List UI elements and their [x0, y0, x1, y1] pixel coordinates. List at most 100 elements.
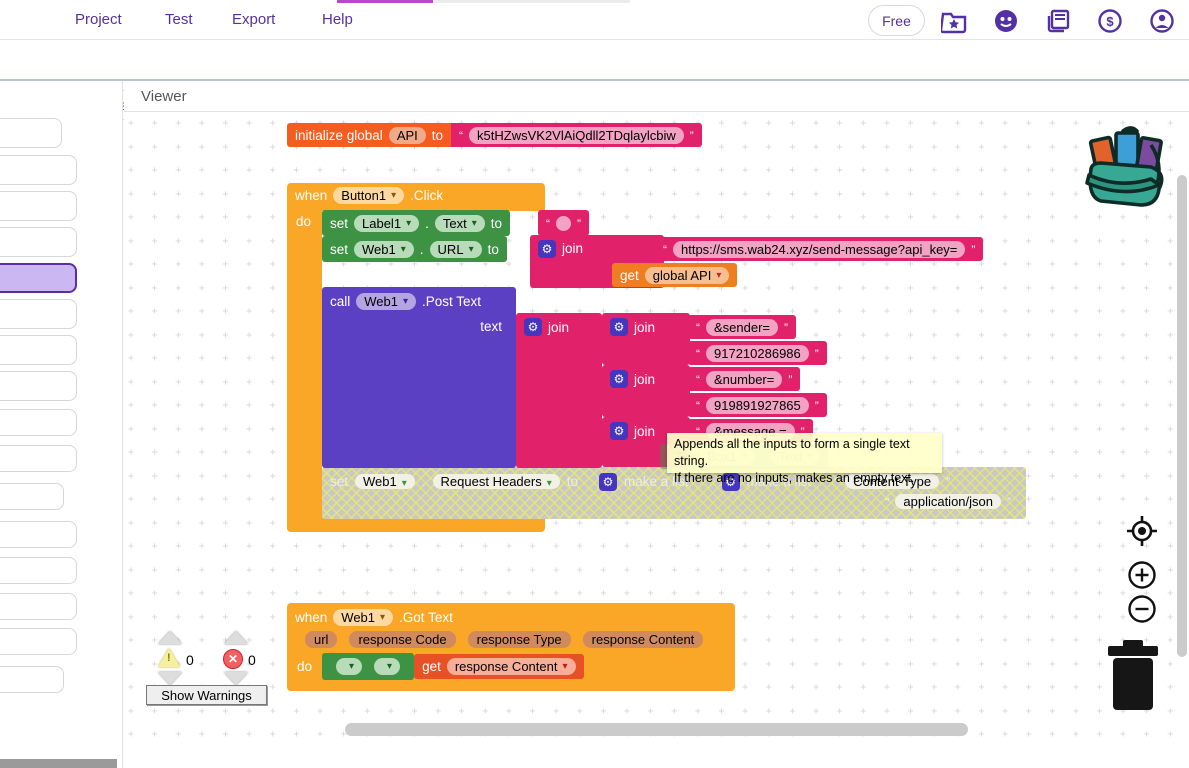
web1-dropdown[interactable]: Web1 [354, 240, 414, 258]
zoom-in-icon[interactable] [1127, 560, 1157, 590]
tooltip-line2: If there are no inputs, makes an empty t… [674, 471, 915, 485]
community-icon[interactable] [993, 8, 1019, 34]
web1-dropdown[interactable]: Web1 [356, 293, 417, 310]
palette-item[interactable] [0, 335, 77, 365]
block-call-web1-posttext[interactable]: call Web1 .Post Text text [322, 287, 516, 468]
palette-item[interactable] [0, 557, 77, 584]
block-set-web1-url[interactable]: set Web1 . URL to [322, 236, 507, 262]
mutator-gear-icon[interactable] [610, 370, 628, 388]
menu-help[interactable]: Help [322, 11, 353, 28]
show-warnings-button[interactable]: Show Warnings [146, 685, 267, 705]
zoom-out-icon[interactable] [1127, 594, 1157, 624]
make-a-list-label: make a list [746, 474, 812, 489]
block-empty-string[interactable] [538, 210, 589, 236]
canvas-vertical-scrollbar[interactable] [1177, 175, 1187, 657]
mutator-gear-icon[interactable] [610, 422, 628, 440]
palette-item-selected[interactable] [0, 263, 77, 293]
block-set-label1-text-2[interactable] [322, 653, 415, 680]
palette-item[interactable] [0, 191, 77, 221]
block-get-global-api[interactable]: get global API [612, 263, 738, 287]
mutator-gear-icon[interactable] [524, 318, 542, 336]
sender-val-text[interactable]: 917210286986 [706, 344, 809, 362]
block-join-sender[interactable]: join [602, 313, 690, 365]
block-url-string[interactable]: https://sms.wab24.xyz/send-message?api_k… [655, 237, 984, 261]
canvas-horizontal-scrollbar[interactable] [345, 723, 968, 736]
palette-item[interactable] [0, 299, 77, 329]
join-keyword: join [562, 241, 584, 256]
viewer-title: Viewer [141, 88, 187, 105]
api-key-text[interactable]: k5tHZwsVK2VlAiQdll2TDqlaylcbiw [469, 126, 684, 144]
block-string-number-val[interactable]: 919891927865 [688, 393, 827, 417]
error-scroll-down[interactable] [224, 672, 248, 685]
param-response-code[interactable]: response Code [349, 631, 456, 648]
init-keyword: initialize global [295, 127, 383, 143]
backpack-icon[interactable] [1081, 123, 1171, 209]
url-prop-dropdown[interactable]: URL [429, 240, 482, 258]
palette-item[interactable] [0, 118, 62, 148]
error-scroll-up[interactable] [224, 631, 248, 644]
response-content-dropdown[interactable]: response Content [446, 658, 576, 675]
application-json-text[interactable]: application/json [895, 494, 1001, 509]
blocks-canvas[interactable]: ++++++++++++++++++++++++++++++++++++++++… [124, 112, 1189, 768]
menu-test[interactable]: Test [165, 11, 193, 28]
button1-dropdown[interactable]: Button1 [333, 186, 405, 204]
param-response-content[interactable]: response Content [582, 631, 704, 648]
sender-key-text[interactable]: &sender= [706, 318, 779, 336]
palette-item[interactable] [0, 628, 77, 655]
trash-icon[interactable] [1106, 640, 1160, 712]
mutator-gear-icon[interactable] [599, 472, 618, 491]
palette-item[interactable] [0, 483, 64, 510]
block-string-sender-key[interactable]: &sender= [688, 315, 797, 339]
label1-dropdown[interactable]: Label1 [354, 214, 420, 232]
text-prop-dropdown[interactable] [374, 658, 401, 675]
mutator-gear-icon[interactable] [721, 472, 740, 491]
documents-icon[interactable] [1045, 8, 1071, 34]
menu-project[interactable]: Project [75, 11, 122, 28]
init-var-name[interactable]: API [388, 126, 426, 144]
web1-dropdown[interactable]: Web1 [333, 609, 394, 626]
param-url[interactable]: url [305, 631, 338, 648]
label1-dropdown[interactable] [336, 658, 363, 675]
content-type-text[interactable]: Content-Type [845, 474, 940, 489]
block-initialize-global[interactable]: initialize global API to k5tHZwsVK2VlAiQ… [287, 123, 702, 147]
free-plan-badge[interactable]: Free [868, 5, 925, 36]
palette-item[interactable] [0, 227, 77, 257]
web1-dropdown[interactable]: Web1 [355, 474, 415, 489]
block-when-button-click[interactable]: when Button1 .Click [287, 183, 545, 211]
palette-item[interactable] [0, 593, 77, 620]
palette-item[interactable] [0, 521, 77, 548]
palette-item[interactable] [0, 666, 64, 693]
sidebar-horizontal-scrollbar[interactable] [0, 759, 117, 768]
block-join-outer[interactable]: join [516, 313, 602, 468]
block-set-label1-text[interactable]: set Label1 . Text to [322, 210, 510, 236]
url-text[interactable]: https://sms.wab24.xyz/send-message?api_k… [673, 240, 966, 258]
mutator-gear-icon[interactable] [610, 318, 628, 336]
block-string-sender-val[interactable]: 917210286986 [688, 341, 827, 365]
text-prop-dropdown[interactable]: Text [434, 214, 485, 232]
palette-item[interactable] [0, 371, 77, 401]
palette-item[interactable] [0, 155, 77, 185]
block-when-web1-gottext[interactable]: when Web1 .Got Text url response Code re… [287, 603, 735, 691]
block-get-response-content[interactable]: get response Content [414, 654, 584, 679]
dot: . [419, 241, 424, 257]
warning-scroll-down[interactable] [158, 672, 182, 685]
account-icon[interactable] [1149, 8, 1175, 34]
number-val-text[interactable]: 919891927865 [706, 396, 809, 414]
block-string-number-key[interactable]: &number= [688, 367, 801, 391]
empty-text-field[interactable] [556, 215, 571, 231]
block-set-request-headers-disabled[interactable]: set Web1 . Request Headers to make a lis… [322, 467, 1026, 519]
block-join-number[interactable]: join [602, 365, 690, 417]
dollar-icon[interactable]: $ [1097, 8, 1123, 34]
palette-item[interactable] [0, 409, 77, 436]
palette-item[interactable] [0, 445, 77, 472]
when-button-bottom [287, 516, 545, 532]
param-response-type[interactable]: response Type [467, 631, 571, 648]
number-key-text[interactable]: &number= [706, 370, 783, 388]
warning-scroll-up[interactable] [158, 631, 182, 644]
menu-export[interactable]: Export [232, 11, 276, 28]
request-headers-dropdown[interactable]: Request Headers [432, 474, 560, 489]
mutator-gear-icon[interactable] [538, 239, 556, 258]
global-api-dropdown[interactable]: global API [644, 266, 730, 284]
folder-star-icon[interactable] [941, 8, 967, 34]
center-target-icon[interactable] [1124, 513, 1160, 549]
